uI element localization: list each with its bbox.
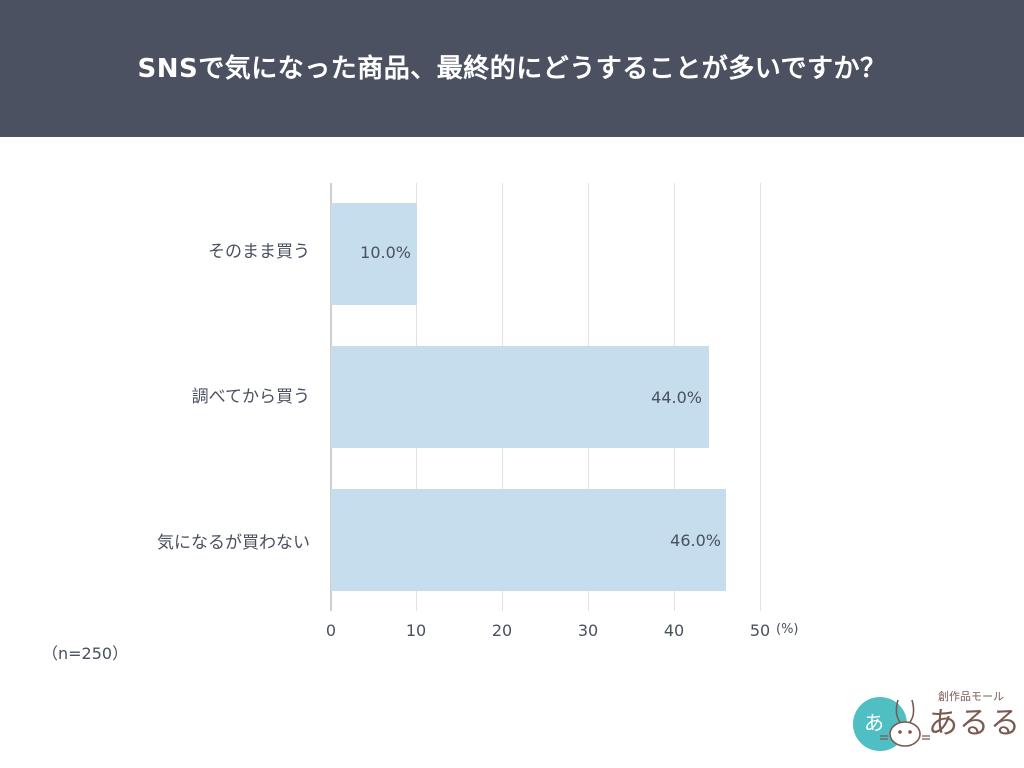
chart-title: SNSで気になった商品、最終的にどうすることが多いですか？ bbox=[137, 54, 887, 84]
x-axis-unit: (%) bbox=[776, 622, 799, 637]
x-tick-label: 50 bbox=[749, 621, 771, 640]
rabbit-logo-icon: あ bbox=[853, 697, 930, 751]
bar-value-label: 10.0% bbox=[360, 243, 411, 262]
chart-header: SNSで気になった商品、最終的にどうすることが多いですか？ bbox=[0, 0, 1024, 137]
x-tick-label: 10 bbox=[405, 621, 427, 640]
brand-logo: あ 創作品モール あるる bbox=[850, 688, 1020, 756]
x-tick-label: 20 bbox=[491, 621, 513, 640]
gridline-50 bbox=[760, 183, 761, 611]
x-tick-label: 40 bbox=[663, 621, 685, 640]
category-label: そのまま買う bbox=[208, 242, 310, 262]
svg-text:あ: あ bbox=[864, 711, 884, 735]
sample-size-note: （n=250） bbox=[42, 644, 129, 663]
category-label: 気になるが買わない bbox=[157, 533, 310, 553]
bar-value-label: 44.0% bbox=[651, 388, 702, 407]
x-tick-label: 30 bbox=[577, 621, 599, 640]
bar bbox=[331, 489, 726, 591]
logo-name: あるる bbox=[928, 706, 1021, 741]
bar bbox=[331, 346, 709, 448]
bar-value-label: 46.0% bbox=[670, 531, 721, 550]
logo-tagline: 創作品モール bbox=[938, 690, 1004, 703]
bar bbox=[331, 203, 417, 305]
category-label: 調べてから買う bbox=[191, 387, 310, 407]
x-tick-label: 0 bbox=[325, 621, 337, 640]
